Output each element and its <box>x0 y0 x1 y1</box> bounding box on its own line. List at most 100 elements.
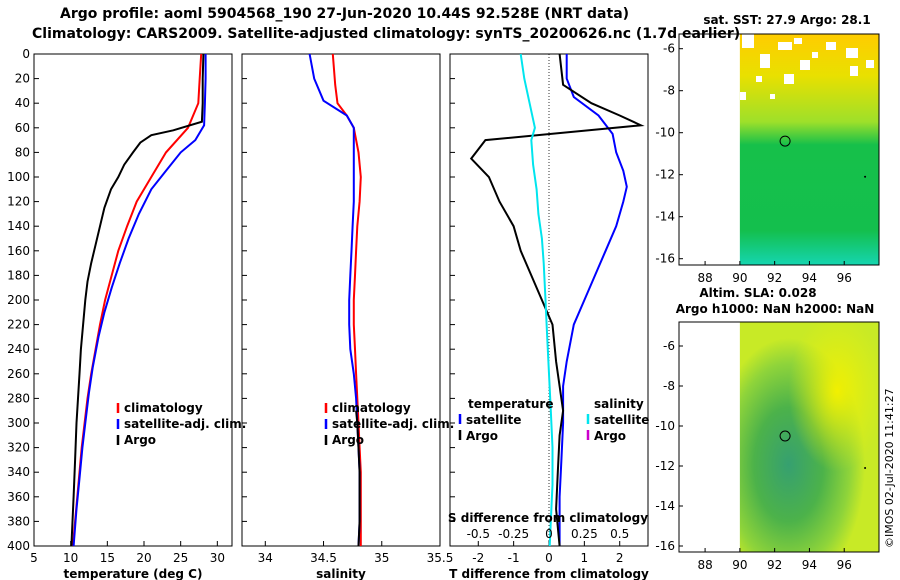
map-sst-ytick-label: -6 <box>663 42 675 56</box>
legend-label: Argo <box>124 433 156 447</box>
depth-tick-label: 60 <box>15 121 30 135</box>
map-sst-xtick-label: 92 <box>767 271 782 285</box>
temperature-panel: 5 10 15 20 25 3002040608010012014016018020022… <box>7 47 246 580</box>
sla-map-subtitle: Argo h1000: NaN h2000: NaN <box>676 302 875 316</box>
missing-data-patch <box>800 60 810 70</box>
map-sla-xtick-label: 88 <box>697 558 712 572</box>
island-dot <box>864 467 867 469</box>
missing-data-patch <box>778 42 792 50</box>
map-sst-xtick-label: 90 <box>732 271 747 285</box>
depth-tick-label: 40 <box>15 96 30 110</box>
missing-data-patch <box>784 74 794 84</box>
salinity-xtick-label: 35.5 <box>427 551 454 565</box>
depth-tick-label: 240 <box>7 342 30 356</box>
credit-text: ©IMOS 02-Jul-2020 11:41:27 <box>883 388 896 548</box>
temperature-xtick-label: 15 <box>100 551 115 565</box>
legend-label: climatology <box>124 401 203 415</box>
temperature-xtick-label: 10 <box>63 551 78 565</box>
legend-label: satellite-adj. clim. <box>124 417 246 431</box>
missing-data-patch <box>770 94 775 99</box>
legend-label: climatology <box>332 401 411 415</box>
missing-data-patch <box>846 48 858 58</box>
missing-data-patch <box>866 60 874 68</box>
salinity-diff-axis-label: S difference from climatology <box>448 511 648 525</box>
depth-tick-label: 320 <box>7 441 30 455</box>
map-sla-ytick-label: -10 <box>655 419 675 433</box>
legend-label: Argo <box>594 429 626 443</box>
temperature-xtick-label: 20 <box>136 551 151 565</box>
depth-tick-label: 180 <box>7 268 30 282</box>
salinity-xlabel: salinity <box>316 567 366 580</box>
depth-tick-label: 300 <box>7 416 30 430</box>
legend-label: satellite-adj. clim. <box>332 417 454 431</box>
temperature-series-satellite-adj-clim- <box>72 54 207 547</box>
difference-xtick-label: 0 <box>545 551 553 565</box>
figure-title: Argo profile: aoml 5904568_190 27-Jun-20… <box>60 6 630 22</box>
depth-tick-label: 400 <box>7 539 30 553</box>
legend-label: satellite <box>466 413 521 427</box>
salinity-axes-box <box>241 53 441 547</box>
salinity-diff-tick-label: 0.25 <box>571 527 598 541</box>
temperature-xtick-label: 5 <box>30 551 38 565</box>
map-sst-ytick-label: -14 <box>655 210 675 224</box>
salinity-xtick-label: 34 <box>258 551 273 565</box>
missing-data-patch <box>740 92 746 100</box>
map-sla-panel: 88 90 92 94 96 -6 -8 -10 -12 -14 -16 Altim. SLA: 0.… <box>655 286 880 572</box>
temperature-xtick-label: 25 <box>173 551 188 565</box>
temperature-xtick-label: 30 <box>210 551 225 565</box>
map-sla-xtick-label: 96 <box>837 558 852 572</box>
salinity-xtick-label: 35 <box>374 551 389 565</box>
legend-title-salinity: salinity <box>594 397 644 411</box>
map-sla-xtick-label: 92 <box>767 558 782 572</box>
difference-series-s-satellite <box>519 53 554 547</box>
difference-xtick-label: -1 <box>508 551 520 565</box>
depth-tick-label: 340 <box>7 465 30 479</box>
difference-xtick-label: -2 <box>472 551 484 565</box>
missing-data-patch <box>850 66 858 76</box>
missing-data-patch <box>826 42 836 50</box>
depth-tick-label: 0 <box>22 47 30 61</box>
map-sla-ytick-label: -6 <box>663 339 675 353</box>
missing-data-patch <box>742 34 754 48</box>
island-dot <box>864 175 867 178</box>
difference-xlabel: T difference from climatology <box>449 567 649 580</box>
map-sst-xtick-label: 94 <box>802 271 817 285</box>
missing-data-patch <box>812 52 818 58</box>
salinity-series-argo <box>355 410 361 547</box>
salinity-series-climatology <box>331 53 362 546</box>
depth-tick-label: 200 <box>7 293 30 307</box>
argo-location-marker <box>779 430 791 442</box>
map-sla-ytick-label: -12 <box>655 459 675 473</box>
salinity-diff-tick-label: 0 <box>545 527 553 541</box>
depth-tick-label: 260 <box>7 367 30 381</box>
depth-tick-label: 160 <box>7 244 30 258</box>
depth-tick-label: 280 <box>7 391 30 405</box>
depth-tick-label: 20 <box>15 72 30 86</box>
difference-panel: -2 -1 0 1 2 T difference from climatology temp… <box>448 53 649 580</box>
temperature-series-argo <box>70 53 205 547</box>
salinity-diff-tick-label: -0.5 <box>467 527 490 541</box>
map-sla-ytick-label: -16 <box>655 539 675 553</box>
depth-tick-label: 140 <box>7 219 30 233</box>
salinity-diff-tick-label: 0.5 <box>610 527 629 541</box>
sla-map-title: Altim. SLA: 0.028 <box>699 286 816 300</box>
map-sst-ytick-label: -16 <box>655 252 675 266</box>
depth-tick-label: 120 <box>7 195 30 209</box>
depth-tick-label: 80 <box>15 145 30 159</box>
depth-tick-label: 380 <box>7 514 30 528</box>
temperature-xlabel: temperature (deg C) <box>64 567 203 580</box>
map-sst-panel: 88 90 92 94 96 -6 -8 -10 -12 -14 -16 sat. SST: 27.9… <box>655 13 880 285</box>
map-sst-xtick-label: 88 <box>697 271 712 285</box>
legend-label: Argo <box>332 433 364 447</box>
map-sla-xtick-label: 90 <box>732 558 747 572</box>
argo-location-marker <box>779 135 791 147</box>
map-sla-ytick-label: -8 <box>663 379 675 393</box>
depth-tick-label: 220 <box>7 318 30 332</box>
depth-tick-label: 100 <box>7 170 30 184</box>
missing-data-patch <box>794 38 802 44</box>
map-sst-ytick-label: -10 <box>655 126 675 140</box>
legend-title-temperature: temperature <box>468 397 553 411</box>
map-sla-ytick-label: -14 <box>655 499 675 513</box>
map-sst-ytick-label: -12 <box>655 168 675 182</box>
missing-data-patch <box>760 54 770 68</box>
